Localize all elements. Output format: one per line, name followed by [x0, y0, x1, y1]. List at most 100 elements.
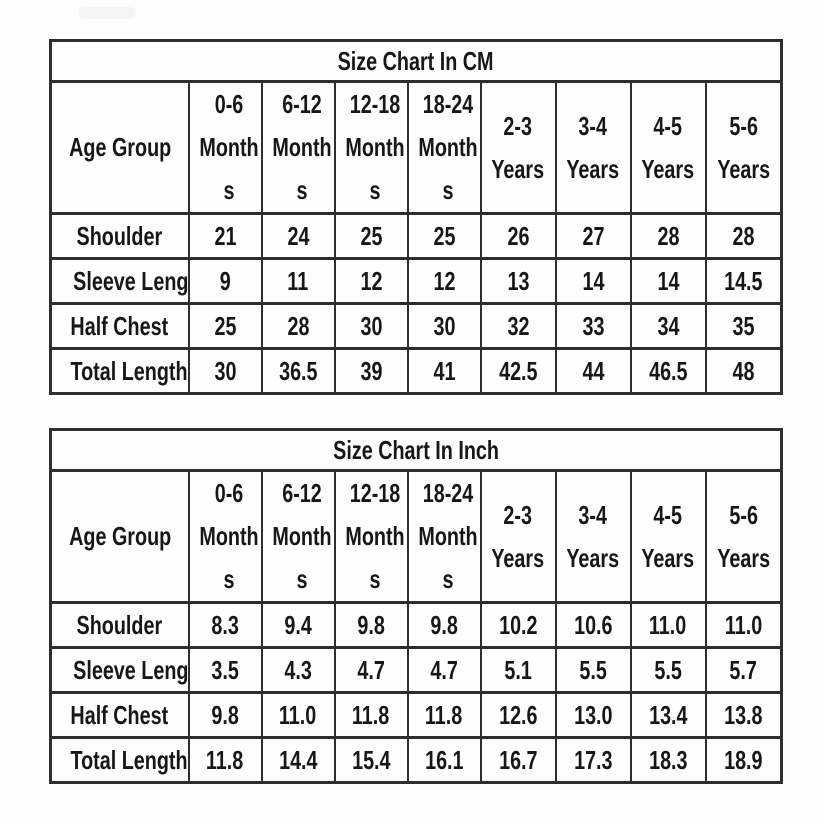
- size-value-cell: 17.3: [554, 736, 632, 784]
- size-value: 11.0: [724, 609, 762, 640]
- size-value-cell: 14.4: [260, 736, 336, 784]
- measurement-row-label: Total Length: [70, 355, 188, 386]
- age-column-header: 5-6 Years: [704, 469, 783, 604]
- size-value-cell: 14: [629, 257, 707, 305]
- age-column-header: 0-6 Month s: [187, 80, 263, 215]
- age-column-header: 5-6 Years: [704, 80, 783, 215]
- size-chart-cm-table: Size Chart In CM Age Group 0-6 Month s 6-12 Mo…: [49, 39, 784, 395]
- size-value: 13.0: [573, 699, 613, 730]
- size-value: 35: [732, 310, 755, 341]
- age-group-label: Age Group: [68, 521, 171, 551]
- age-column-header-line: Month: [271, 521, 332, 551]
- age-column-header-line: Month: [198, 521, 259, 551]
- size-value: 5.1: [504, 654, 532, 685]
- age-column-header: 4-5 Years: [629, 80, 707, 215]
- size-value-cell: 30: [187, 347, 263, 395]
- age-column-header-line: Years: [491, 542, 545, 573]
- table-title-cell: Size Chart In Inch: [49, 428, 783, 472]
- size-value: 25: [214, 310, 236, 341]
- size-value-cell: 10.6: [554, 601, 632, 649]
- measurement-row-label-cell: Half Chest: [49, 302, 190, 350]
- size-value-cell: 26: [479, 212, 557, 260]
- age-group-corner-cell: Age Group: [49, 80, 190, 215]
- age-column-header-text: 12-18 Month s: [344, 474, 405, 600]
- size-value-cell: 12: [333, 257, 409, 305]
- age-column-header-line: 3-4: [578, 499, 608, 530]
- size-value-cell: 21: [187, 212, 263, 260]
- size-value-cell: 25: [333, 212, 409, 260]
- age-column-header-line: Years: [491, 153, 545, 184]
- age-column-header-text: 2-3 Years: [492, 105, 545, 191]
- age-column-header-line: Years: [566, 153, 620, 184]
- size-value-cell: 11.8: [406, 691, 482, 739]
- size-value: 11.0: [649, 609, 687, 640]
- measurement-row: Shoulder 21 24 25 25 26 27 28 28: [49, 212, 783, 260]
- table-title-row: Size Chart In CM: [49, 39, 783, 83]
- age-column-header-line: 12-18: [349, 478, 400, 508]
- size-value: 42.5: [498, 355, 538, 386]
- size-value: 33: [582, 310, 604, 341]
- size-value-cell: 11.0: [629, 601, 707, 649]
- age-column-header: 12-18 Month s: [333, 469, 409, 604]
- size-value: 9.8: [357, 609, 385, 640]
- size-value-cell: 13.4: [629, 691, 707, 739]
- age-column-header-line: Month: [417, 132, 478, 162]
- age-column-header: 18-24 Month s: [406, 469, 482, 604]
- measurement-row-label-cell: Sleeve Length: [49, 646, 190, 694]
- age-column-header-line: Month: [344, 521, 405, 551]
- size-value: 39: [360, 355, 382, 386]
- size-value: 5.5: [654, 654, 682, 685]
- age-column-header-line: Years: [641, 542, 695, 573]
- size-value: 14: [582, 265, 604, 296]
- size-value: 17.3: [573, 744, 613, 775]
- age-column-header-text: 4-5 Years: [642, 494, 695, 580]
- age-column-header-line: 2-3: [503, 499, 533, 530]
- size-value-cell: 39: [333, 347, 409, 395]
- age-column-header: 2-3 Years: [479, 469, 557, 604]
- size-value: 26: [507, 220, 529, 251]
- size-value: 10.6: [573, 609, 613, 640]
- size-value: 9.4: [284, 609, 312, 640]
- age-column-header-line: s: [368, 175, 380, 205]
- size-value-cell: 11.0: [260, 691, 336, 739]
- age-column-header-line: 3-4: [578, 110, 608, 141]
- size-value: 4.7: [357, 654, 385, 685]
- age-column-header-line: Month: [271, 132, 332, 162]
- size-value: 46.5: [648, 355, 688, 386]
- measurement-row-label-cell: Shoulder: [49, 601, 190, 649]
- size-value-cell: 9: [187, 257, 263, 305]
- size-value: 30: [360, 310, 382, 341]
- size-value-cell: 4.7: [406, 646, 482, 694]
- size-value-cell: 24: [260, 212, 336, 260]
- size-value: 4.3: [284, 654, 312, 685]
- age-column-header-line: 18-24: [422, 89, 473, 119]
- size-value: 27: [582, 220, 604, 251]
- size-value-cell: 44: [554, 347, 632, 395]
- size-value-cell: 14.5: [704, 257, 783, 305]
- measurement-row-label-cell: Total Length: [49, 347, 190, 395]
- size-value: 5.7: [729, 654, 758, 685]
- measurement-row-label-cell: Total Length: [49, 736, 190, 784]
- age-column-header-line: 2-3: [503, 110, 533, 141]
- age-column-header-line: 4-5: [653, 499, 683, 530]
- table-title: Size Chart In Inch: [333, 434, 499, 465]
- age-column-header-line: s: [222, 564, 234, 594]
- size-value-cell: 9.8: [333, 601, 409, 649]
- age-column-header-text: 0-6 Month s: [199, 85, 258, 211]
- age-column-header-text: 5-6 Years: [717, 105, 770, 191]
- age-column-header-line: s: [295, 175, 307, 205]
- age-column-header: 6-12 Month s: [260, 469, 336, 604]
- age-column-header-line: 4-5: [653, 110, 683, 141]
- size-value: 34: [657, 310, 679, 341]
- age-column-header-line: Years: [716, 542, 770, 573]
- measurement-row: Sleeve Length 3.5 4.3 4.7 4.7 5.1 5.5 5.5 5.7: [49, 646, 783, 694]
- age-column-header-line: 12-18: [349, 89, 400, 119]
- size-value: 30: [214, 355, 236, 386]
- size-value: 48: [732, 355, 755, 386]
- size-value-cell: 33: [554, 302, 632, 350]
- size-value: 11.0: [279, 699, 317, 730]
- size-value-cell: 15.4: [333, 736, 409, 784]
- measurement-row: Sleeve Length 9 11 12 12 13 14 14 14.5: [49, 257, 783, 305]
- size-value: 44: [582, 355, 604, 386]
- age-column-header-line: 6-12: [281, 89, 322, 119]
